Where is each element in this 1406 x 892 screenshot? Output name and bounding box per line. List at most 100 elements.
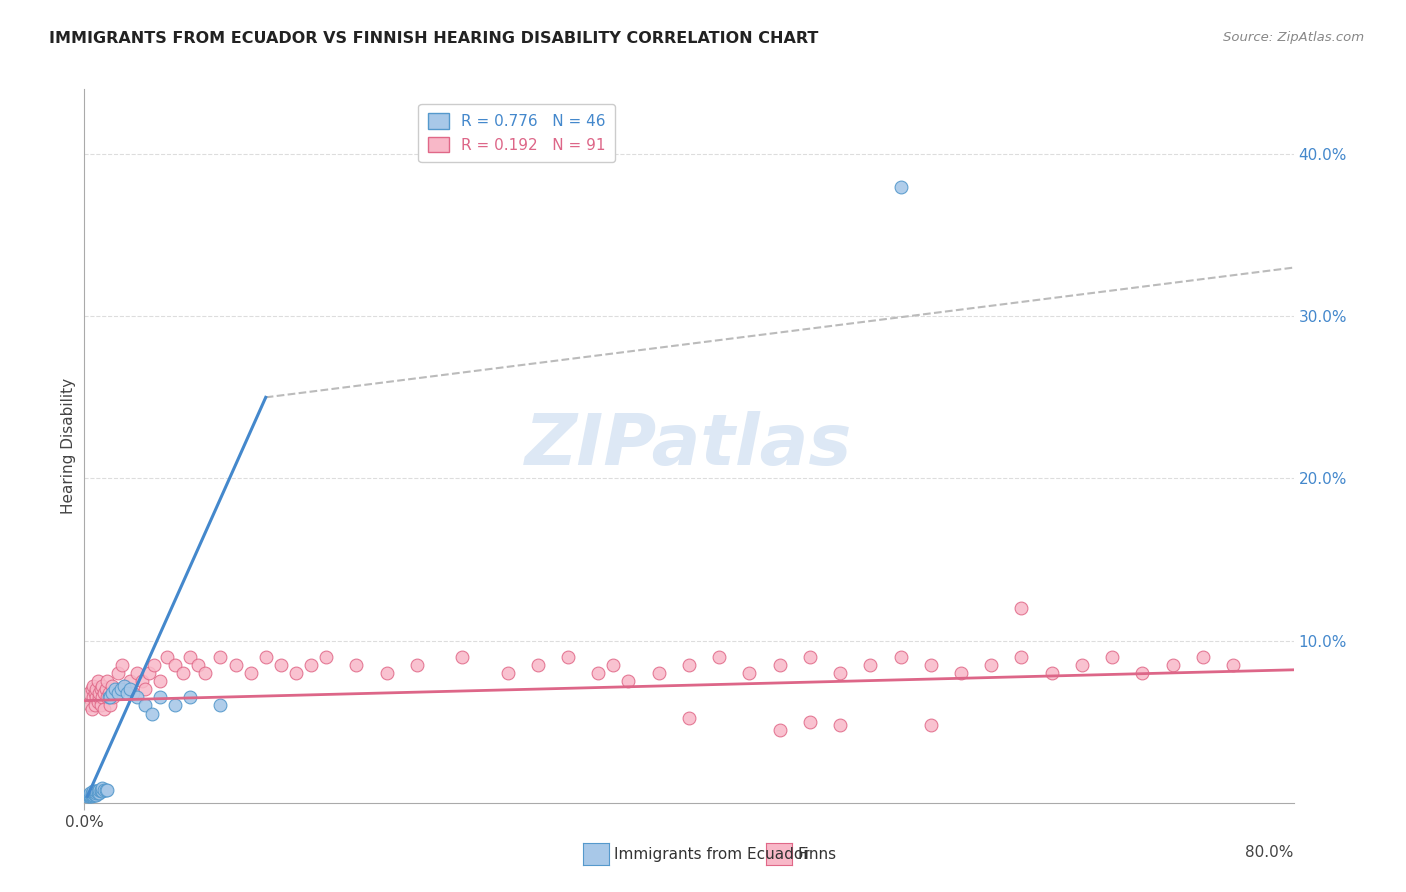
Point xyxy=(451,649,474,664)
Point xyxy=(91,784,114,798)
Point xyxy=(94,782,117,797)
Point xyxy=(111,657,134,672)
Point xyxy=(527,657,550,672)
Point xyxy=(799,714,821,729)
Point xyxy=(76,690,98,705)
Point xyxy=(254,649,277,664)
Point xyxy=(96,782,118,797)
Point xyxy=(920,718,942,732)
Point xyxy=(602,657,624,672)
Point xyxy=(118,674,141,689)
Point xyxy=(86,784,108,798)
Point xyxy=(80,789,103,804)
Point xyxy=(406,657,429,672)
Point xyxy=(890,179,912,194)
Point xyxy=(89,786,111,800)
Point xyxy=(769,657,792,672)
Point xyxy=(91,690,114,705)
Point xyxy=(149,690,172,705)
Point xyxy=(86,788,108,802)
Point xyxy=(738,666,761,681)
Point xyxy=(82,788,104,802)
Point xyxy=(80,786,103,800)
Point xyxy=(107,685,129,699)
Point xyxy=(87,786,110,800)
Point xyxy=(80,682,103,697)
Point xyxy=(890,649,912,664)
Point xyxy=(84,788,107,802)
Text: Finns: Finns xyxy=(797,847,837,862)
Point xyxy=(104,685,127,699)
Point xyxy=(142,657,165,672)
Point xyxy=(127,666,149,681)
Point xyxy=(89,782,111,797)
Point xyxy=(138,666,160,681)
Point xyxy=(557,649,579,664)
Point xyxy=(107,666,129,681)
Point xyxy=(86,682,108,697)
Point xyxy=(239,666,262,681)
Point xyxy=(112,679,135,693)
Point xyxy=(89,685,111,699)
Point xyxy=(104,682,127,697)
Point xyxy=(86,786,108,800)
Point xyxy=(1130,666,1153,681)
Point xyxy=(86,690,108,705)
Point xyxy=(709,649,731,664)
Point xyxy=(859,657,882,672)
Point xyxy=(94,682,117,697)
Point xyxy=(588,666,610,681)
Point xyxy=(84,784,107,798)
Point xyxy=(172,666,194,681)
Point xyxy=(77,788,100,802)
Point xyxy=(149,674,172,689)
Point xyxy=(156,649,179,664)
Point xyxy=(830,666,852,681)
Point xyxy=(496,666,519,681)
Point xyxy=(77,685,100,699)
Point xyxy=(194,666,217,681)
Point xyxy=(346,657,368,672)
Point xyxy=(93,702,115,716)
Point xyxy=(96,690,118,705)
Point xyxy=(80,788,103,802)
Point xyxy=(87,695,110,709)
Point xyxy=(91,679,114,693)
Point xyxy=(114,679,136,693)
Text: IMMIGRANTS FROM ECUADOR VS FINNISH HEARING DISABILITY CORRELATION CHART: IMMIGRANTS FROM ECUADOR VS FINNISH HEARI… xyxy=(49,31,818,46)
Point xyxy=(225,657,247,672)
Point xyxy=(108,682,131,697)
Point xyxy=(79,789,101,804)
Text: 80.0%: 80.0% xyxy=(1246,845,1294,860)
Point xyxy=(118,682,141,697)
Point xyxy=(89,690,111,705)
Point xyxy=(315,649,337,664)
Point xyxy=(134,682,156,697)
Point xyxy=(97,685,120,699)
Point xyxy=(617,674,640,689)
Y-axis label: Hearing Disability: Hearing Disability xyxy=(60,378,76,514)
Point xyxy=(121,685,143,699)
Point xyxy=(91,781,114,796)
Point xyxy=(165,657,187,672)
Point xyxy=(115,685,138,699)
Point xyxy=(90,698,112,713)
Point xyxy=(93,782,115,797)
Point xyxy=(920,657,942,672)
Point xyxy=(1011,601,1033,615)
Point xyxy=(648,666,671,681)
Point xyxy=(84,698,107,713)
Point xyxy=(84,685,107,699)
Point xyxy=(90,784,112,798)
Text: Source: ZipAtlas.com: Source: ZipAtlas.com xyxy=(1223,31,1364,45)
Point xyxy=(76,789,98,804)
Point xyxy=(678,657,700,672)
Point xyxy=(134,698,156,713)
Point xyxy=(93,685,115,699)
Point xyxy=(950,666,973,681)
Point xyxy=(79,788,101,802)
Point xyxy=(209,649,232,664)
Point xyxy=(980,657,1002,672)
Point xyxy=(79,786,101,800)
Point xyxy=(87,674,110,689)
